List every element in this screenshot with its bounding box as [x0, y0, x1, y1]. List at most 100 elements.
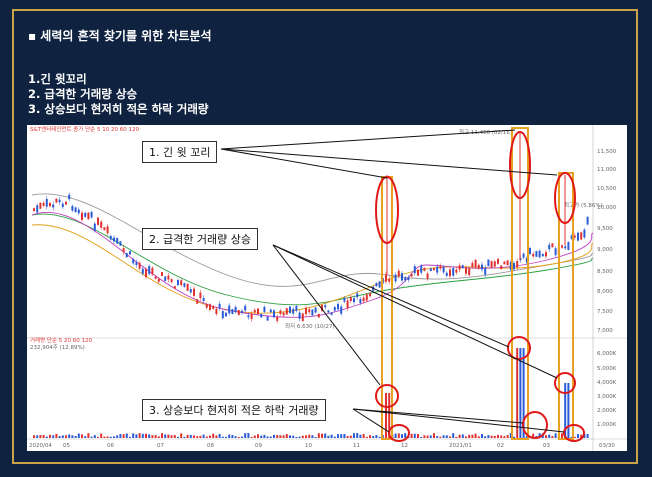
candle-body [503, 261, 506, 265]
volume-bar [410, 433, 413, 438]
volume-bar [439, 436, 442, 438]
volume-bar [148, 434, 151, 438]
candle-body [103, 227, 106, 231]
candle-body [548, 244, 551, 250]
volume-bar [455, 436, 458, 438]
candle-body [225, 312, 227, 317]
candle-body [167, 275, 170, 280]
volume-bar [193, 435, 195, 438]
candle-body [410, 273, 413, 277]
volume-bar [493, 435, 496, 438]
candle-body [58, 199, 61, 203]
candle-body [298, 312, 301, 319]
volume-bar [241, 436, 243, 438]
volume-bar [279, 435, 282, 438]
candle-body [583, 229, 586, 238]
volume-circle-1 [375, 384, 399, 408]
candle-body [465, 267, 467, 274]
wick-circle-3 [554, 172, 576, 224]
candle-body [487, 259, 490, 267]
volume-bar [276, 435, 279, 438]
candle-body [113, 237, 115, 242]
candle-body [68, 194, 71, 200]
candle-body [81, 212, 83, 220]
svg-text:10,500: 10,500 [597, 186, 617, 192]
candle-body [189, 289, 192, 293]
candle-body [52, 204, 55, 208]
volume-bar [490, 435, 493, 438]
candle-body [330, 312, 333, 315]
candlesticks [33, 133, 589, 324]
volume-bar [173, 435, 176, 438]
candle-body [257, 308, 259, 315]
volume-bar [97, 436, 99, 438]
candle-body [385, 274, 387, 282]
volume-bar [308, 434, 311, 438]
volume-bar [461, 434, 464, 438]
candle-body [551, 243, 554, 248]
volume-bar [301, 435, 304, 438]
candle-body [33, 208, 35, 211]
volume-bar [330, 434, 333, 438]
candle-body [71, 205, 74, 211]
candle-body [388, 278, 391, 282]
volume-bar [394, 433, 397, 438]
volume-bar [321, 433, 323, 438]
volume-bar [561, 433, 563, 438]
svg-text:11: 11 [353, 443, 360, 449]
volume-bar [237, 436, 240, 438]
candle-body [212, 306, 215, 309]
volume-bar [77, 433, 80, 438]
candle-body [276, 316, 279, 321]
volume-bar [362, 433, 365, 438]
candle-body [493, 261, 496, 267]
volume-bar [282, 435, 285, 438]
volume-bar [487, 435, 490, 438]
candle-body [183, 283, 186, 287]
volume-bar [337, 434, 339, 438]
volume-bar [125, 433, 128, 438]
candle-body [97, 217, 99, 225]
volume-bar [247, 433, 250, 438]
chart-svg: S&T엔터테인먼트 종가 단순 5 10 20 60 120 거래량 단순 5 … [27, 125, 627, 451]
volume-bar [314, 436, 317, 438]
volume-bar [481, 434, 483, 438]
low-vol-circle-1 [388, 424, 410, 442]
candle-body [561, 245, 563, 248]
candle-body [449, 269, 451, 277]
volume-bar [202, 434, 205, 438]
candle-body [359, 298, 362, 304]
candle-body [161, 272, 163, 276]
candle-body [317, 313, 320, 318]
volume-bar [161, 433, 163, 438]
volume-bar [138, 433, 141, 438]
volume-bar [205, 436, 208, 438]
volume-bar [68, 434, 71, 438]
volume-bar [468, 434, 471, 438]
candle-body [433, 268, 435, 271]
volume-bar [385, 393, 387, 438]
candle-body [423, 268, 426, 271]
svg-text:4,000K: 4,000K [597, 380, 617, 386]
candle-body [314, 307, 317, 313]
volume-bar [442, 435, 445, 438]
svg-text:6,000K: 6,000K [597, 351, 617, 357]
volume-bar [458, 434, 461, 438]
price-axis: 11,500 11,000 10,500 10,000 9,500 9,000 … [597, 149, 617, 334]
candle-body [234, 306, 237, 313]
candle-body [471, 262, 474, 267]
candle-body [509, 261, 512, 270]
volume-bar [567, 383, 570, 438]
volume-bar [548, 434, 551, 438]
volume-bar [116, 435, 119, 438]
candle-body [484, 267, 487, 275]
candle-body [141, 268, 144, 274]
volume-bar [353, 433, 355, 438]
volume-bar [359, 434, 362, 438]
volume-circle-2 [507, 336, 531, 360]
volume-bar [343, 433, 346, 438]
candle-body [525, 258, 528, 263]
svg-text:07: 07 [157, 443, 164, 449]
volume-bar [477, 436, 480, 438]
volume-bar [61, 435, 64, 438]
